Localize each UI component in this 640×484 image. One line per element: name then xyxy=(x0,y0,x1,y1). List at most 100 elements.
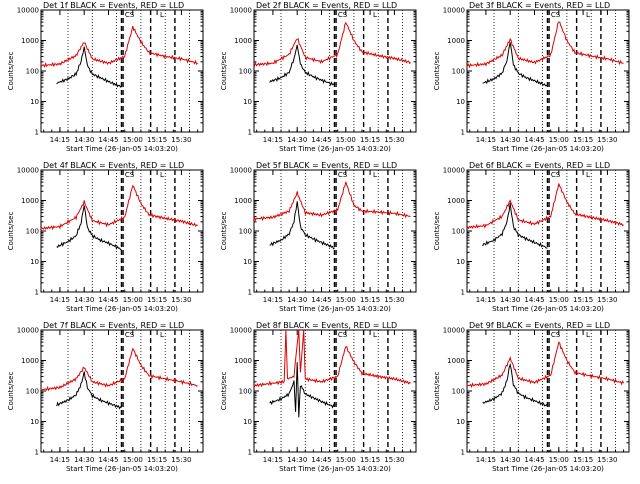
x-tick-label: 14:15 xyxy=(476,456,496,464)
x-tick-label: 15:15 xyxy=(360,296,380,304)
y-tick-label: 1 xyxy=(461,289,465,297)
annotation-label: L xyxy=(160,171,164,179)
x-tick-label: 15:00 xyxy=(336,456,356,464)
series-line-events xyxy=(269,362,335,418)
series-line-events xyxy=(269,44,335,87)
y-tick-label: 1000 xyxy=(21,357,39,365)
panel-title: Det 4f BLACK = Events, RED = LLD xyxy=(43,161,184,170)
annotation-label: L xyxy=(586,11,590,19)
y-tick-label: 10 xyxy=(243,98,252,106)
annotation-label: CS xyxy=(551,331,561,339)
y-tick-label: 1000 xyxy=(447,37,465,45)
y-tick-label: 10 xyxy=(30,258,39,266)
x-tick-label: 14:30 xyxy=(74,136,94,144)
series-line-lld xyxy=(253,181,411,222)
x-tick-label: 14:45 xyxy=(524,456,544,464)
x-tick-label: 15:15 xyxy=(360,456,380,464)
panel-3: Det 3f BLACK = Events, RED = LLD 1 10 100 10… xyxy=(433,1,630,153)
y-tick-label: 10 xyxy=(30,98,39,106)
y-tick-label: 100 xyxy=(26,68,39,76)
x-tick-label: 15:00 xyxy=(336,136,356,144)
x-tick-label: 14:45 xyxy=(311,136,331,144)
y-tick-label: 100 xyxy=(26,388,39,396)
y-tick-label: 10000 xyxy=(230,7,252,15)
y-tick-label: 10000 xyxy=(230,167,252,175)
x-tick-label: 15:15 xyxy=(147,296,167,304)
x-tick-label: 14:30 xyxy=(500,296,520,304)
series-line-lld xyxy=(40,25,198,68)
annotation-label: CS xyxy=(125,171,135,179)
y-tick-label: 1 xyxy=(248,289,252,297)
x-tick-label: 14:15 xyxy=(263,456,283,464)
annotation-label: CS xyxy=(125,331,135,339)
annotation-label: L xyxy=(373,171,377,179)
series-line-lld xyxy=(40,347,198,392)
x-tick-label: 15:00 xyxy=(123,136,143,144)
y-tick-label: 100 xyxy=(452,388,465,396)
y-axis-label: Counts/sec xyxy=(220,52,228,91)
panel-8: Det 8f BLACK = Events, RED = LLD 1 10 100 10… xyxy=(220,321,417,473)
x-tick-label: 14:15 xyxy=(50,296,70,304)
y-tick-label: 1 xyxy=(35,289,39,297)
y-tick-label: 100 xyxy=(239,388,252,396)
x-tick-label: 15:15 xyxy=(147,136,167,144)
panel-9: Det 9f BLACK = Events, RED = LLD 1 10 100 10… xyxy=(433,321,630,473)
y-tick-label: 10 xyxy=(456,258,465,266)
y-tick-label: 1000 xyxy=(447,357,465,365)
x-tick-label: 14:45 xyxy=(524,136,544,144)
y-tick-label: 1 xyxy=(248,129,252,137)
panel-2: Det 2f BLACK = Events, RED = LLD 1 10 100 10… xyxy=(220,1,417,153)
annotation-label: L xyxy=(586,331,590,339)
x-tick-label: 15:00 xyxy=(123,456,143,464)
series-line-events xyxy=(56,371,122,410)
x-tick-label: 14:15 xyxy=(263,136,283,144)
series-line-lld xyxy=(466,21,624,69)
y-tick-label: 100 xyxy=(452,68,465,76)
y-axis-label: Counts/sec xyxy=(220,372,228,411)
y-tick-label: 1 xyxy=(35,449,39,457)
y-tick-label: 10 xyxy=(243,418,252,426)
panel-6: Det 6f BLACK = Events, RED = LLD 1 10 100 10… xyxy=(433,161,630,313)
x-tick-label: 14:45 xyxy=(98,456,118,464)
x-tick-label: 15:15 xyxy=(573,136,593,144)
x-tick-label: 15:00 xyxy=(123,296,143,304)
panel-title: Det 1f BLACK = Events, RED = LLD xyxy=(43,1,184,10)
x-axis-label: Start Time (26-Jan-05 14:03:20) xyxy=(66,305,178,313)
series-line-lld xyxy=(253,329,411,388)
x-axis-label: Start Time (26-Jan-05 14:03:20) xyxy=(492,145,604,153)
x-tick-label: 15:30 xyxy=(384,136,404,144)
annotation-label: L xyxy=(160,331,164,339)
y-axis-label: Counts/sec xyxy=(433,52,441,91)
y-tick-label: 10000 xyxy=(443,167,465,175)
x-tick-label: 14:30 xyxy=(500,456,520,464)
y-tick-label: 10 xyxy=(243,258,252,266)
series-line-events xyxy=(482,202,548,249)
x-axis-label: Start Time (26-Jan-05 14:03:20) xyxy=(279,305,391,313)
x-tick-label: 15:00 xyxy=(549,136,569,144)
x-tick-label: 15:00 xyxy=(549,296,569,304)
x-tick-label: 15:30 xyxy=(171,136,191,144)
x-tick-label: 15:15 xyxy=(573,296,593,304)
y-tick-label: 100 xyxy=(239,228,252,236)
panel-1: Det 1f BLACK = Events, RED = LLD 1 10 100 10… xyxy=(7,1,204,153)
panel-4: Det 4f BLACK = Events, RED = LLD 1 10 100 10… xyxy=(7,161,204,313)
x-axis-label: Start Time (26-Jan-05 14:03:20) xyxy=(279,465,391,473)
x-tick-label: 14:45 xyxy=(98,136,118,144)
x-tick-label: 15:15 xyxy=(573,456,593,464)
x-tick-label: 15:30 xyxy=(597,136,617,144)
y-tick-label: 10000 xyxy=(17,167,39,175)
y-tick-label: 10 xyxy=(456,418,465,426)
panel-title: Det 5f BLACK = Events, RED = LLD xyxy=(256,161,397,170)
y-tick-label: 1 xyxy=(248,449,252,457)
y-tick-label: 10000 xyxy=(17,327,39,335)
y-tick-label: 1000 xyxy=(447,197,465,205)
y-tick-label: 10000 xyxy=(443,7,465,15)
x-tick-label: 15:30 xyxy=(384,296,404,304)
annotation-label: L xyxy=(586,171,590,179)
annotation-label: CS xyxy=(338,331,348,339)
x-tick-label: 14:45 xyxy=(524,296,544,304)
panel-title: Det 8f BLACK = Events, RED = LLD xyxy=(256,321,397,330)
x-tick-label: 14:15 xyxy=(476,296,496,304)
